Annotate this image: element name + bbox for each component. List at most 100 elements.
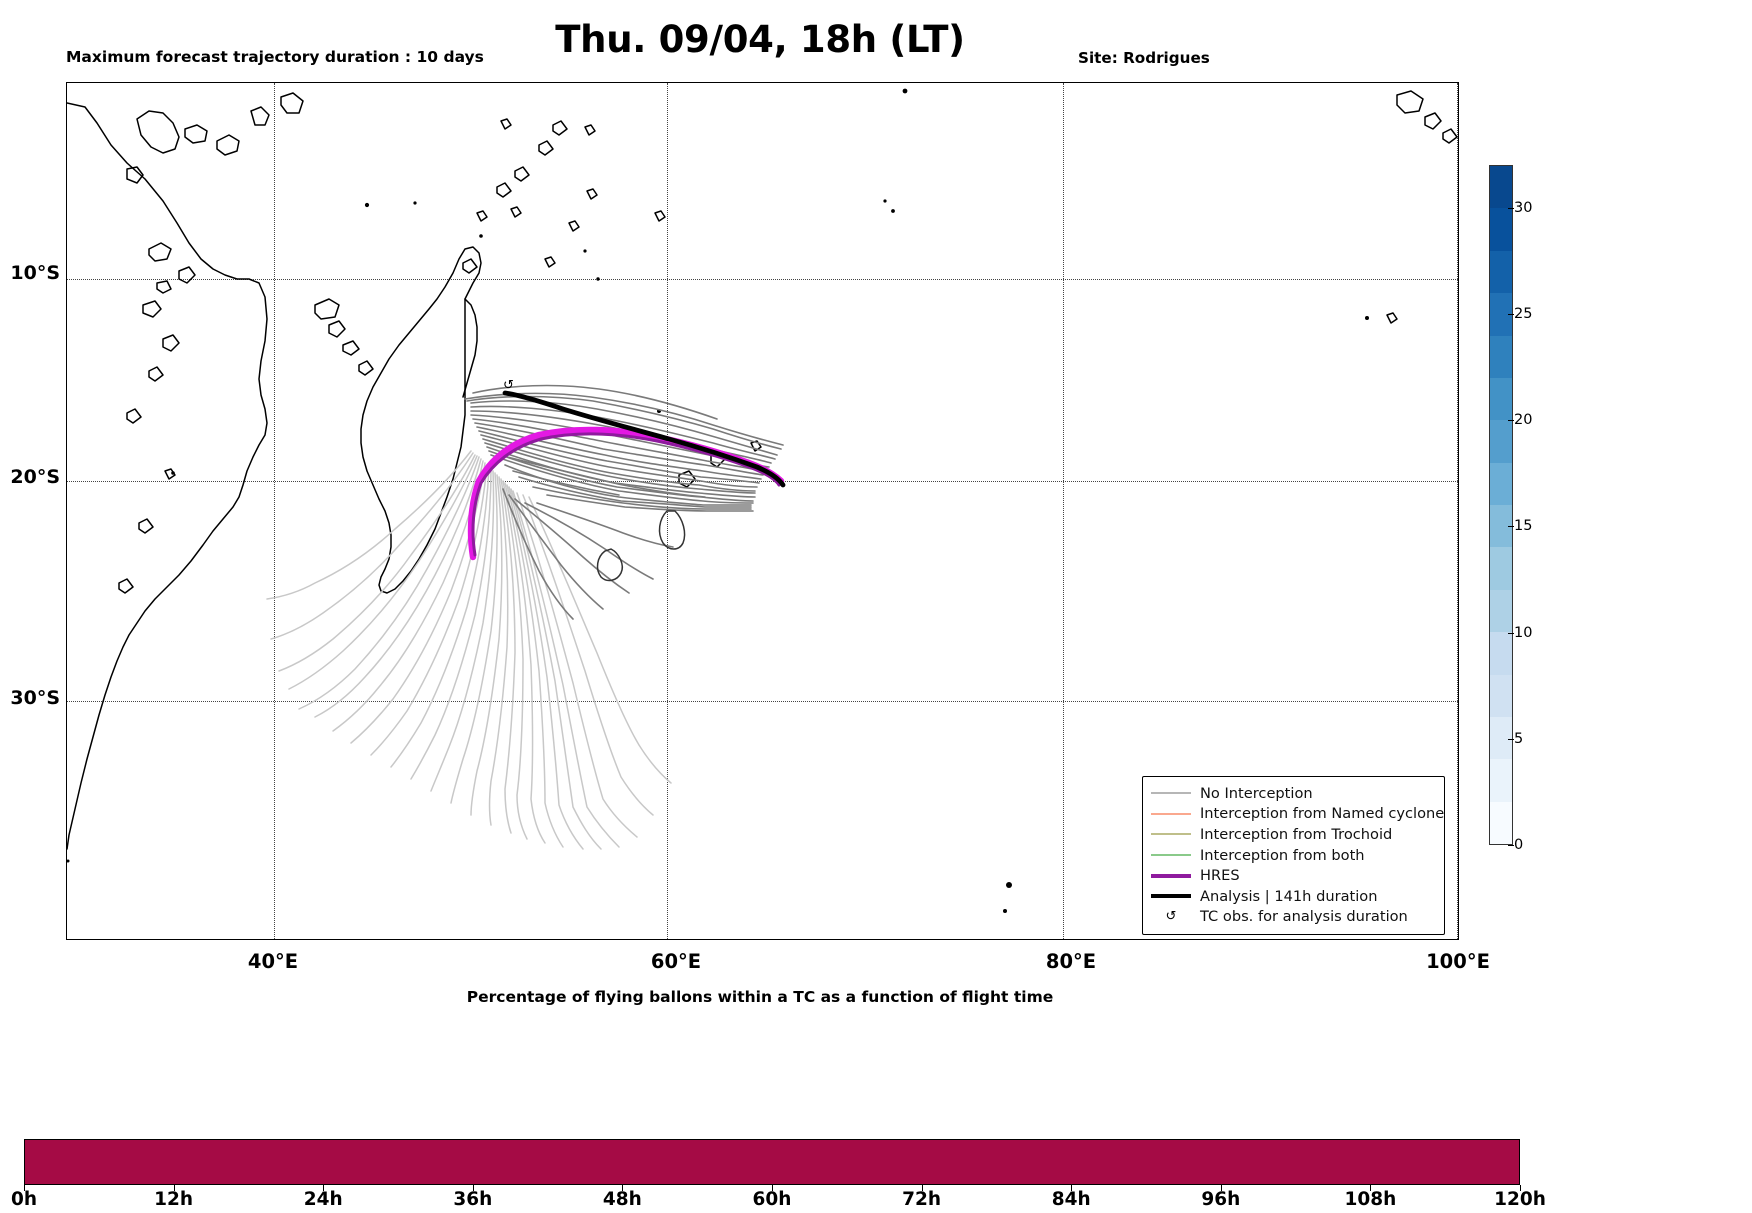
coastline-madagascar: [360, 246, 482, 594]
traj-dark-1: [470, 400, 778, 456]
percentage-bar-tick-label: 36h: [453, 1189, 493, 1210]
tc-obs-glyph-1: ↺: [503, 378, 514, 393]
traj-dark-21: [506, 456, 706, 498]
colorbar-segment: [1490, 420, 1512, 463]
traj-light-11: [488, 476, 509, 826]
traj-dark-28: [472, 384, 718, 420]
traj-dark-18: [518, 476, 752, 508]
colorbar-segment: [1490, 462, 1512, 505]
traj-light-6: [390, 466, 490, 768]
gridline-lon-80: [1063, 83, 1064, 939]
legend-label: No Interception: [1200, 784, 1313, 802]
colorbar[interactable]: 0 5 10 15 20 25 30: [1489, 165, 1532, 853]
island-mozambique-small-2: [162, 334, 180, 352]
xtick-label-60E: 60°E: [650, 950, 702, 973]
ytick-label-20S: 20°S: [10, 466, 60, 488]
island-comoros-2: [178, 266, 196, 284]
legend-swatch-line-icon: [1151, 827, 1191, 841]
island-mozambique-small-1: [142, 300, 162, 318]
xtick-label-80E: 80°E: [1045, 950, 1097, 973]
legend-item-hres[interactable]: HRES: [1151, 865, 1436, 886]
speck-11: [1006, 882, 1012, 888]
coastline-africa-inlet-5: [126, 166, 144, 184]
colorbar-segment: [1490, 716, 1512, 760]
island-comoros-cluster-2: [328, 320, 346, 338]
colorbar-segment: [1490, 166, 1512, 209]
percentage-bar-tick-mark: [1520, 1185, 1521, 1191]
traj-dark-25: [514, 498, 630, 594]
percentage-bar-tick-mark: [323, 1185, 325, 1191]
speck-10: [1365, 316, 1369, 320]
traj-dark-24: [524, 502, 654, 580]
colorbar-tick-label: 25: [1507, 305, 1533, 322]
colorbar-segment: [1490, 208, 1512, 251]
percentage-bar-tick-mark: [1071, 1185, 1073, 1191]
traj-dark-9: [480, 434, 758, 488]
traj-light-25: [266, 450, 472, 600]
percentage-bar-tick-mark: [1220, 1185, 1222, 1191]
percentage-bar-tick-label: 24h: [303, 1189, 343, 1210]
legend-item-trochoid[interactable]: Interception from Trochoid: [1151, 824, 1436, 845]
traj-dark-16: [490, 454, 754, 504]
header-line-max-duration: Maximum forecast trajectory duration : 1…: [66, 47, 484, 66]
traj-light-8: [430, 470, 495, 792]
xtick-label-40E: 40°E: [247, 950, 299, 973]
colorbar-gradient: [1489, 165, 1513, 845]
traj-light-23: [522, 494, 654, 816]
traj-dark-5: [472, 418, 766, 472]
traj-dark-22: [512, 470, 620, 496]
traj-dark-27: [502, 488, 574, 620]
colorbar-segment: [1490, 759, 1512, 802]
percentage-bar-tick-label: 12h: [154, 1189, 194, 1210]
percentage-bar-tick-label: 96h: [1201, 1189, 1241, 1210]
map-graphics: ↺: [67, 88, 1458, 913]
legend-item-both[interactable]: Interception from both: [1151, 845, 1436, 866]
gridline-lat-30S: [67, 701, 1458, 702]
traj-light-21: [512, 490, 620, 848]
traj-dark-23: [536, 502, 674, 548]
page-title: Thu. 09/04, 18h (LT): [555, 18, 965, 61]
island-seychelles-4: [552, 120, 568, 136]
ensemble-trajectories-dark: [464, 384, 784, 620]
legend-item-tc-obs[interactable]: ↺ TC obs. for analysis duration: [1151, 907, 1436, 928]
percentage-bar-tick-mark: [173, 1185, 175, 1191]
percentage-bar-tick-mark: [1370, 1185, 1372, 1191]
traj-light-7: [410, 468, 492, 780]
speck-5: [596, 277, 600, 281]
colorbar-tick-label: 20: [1507, 412, 1533, 428]
speck-14: [67, 859, 70, 863]
traj-dark-2: [470, 405, 776, 460]
percentage-bar-tick-label: 0h: [10, 1189, 38, 1210]
colorbar-tick-label: 10: [1507, 624, 1533, 641]
legend-swatch-line-icon: [1151, 848, 1191, 862]
legend-item-analysis[interactable]: Analysis | 141h duration: [1151, 886, 1436, 907]
island-comoros-cluster-3: [342, 340, 360, 356]
percentage-bar-axes[interactable]: [24, 1139, 1520, 1185]
legend-item-no-interception[interactable]: No Interception: [1151, 783, 1436, 804]
percentage-bar-tick-mark: [622, 1185, 624, 1191]
map-legend[interactable]: No Interception Interception from Named …: [1142, 776, 1445, 936]
legend-swatch-line-icon: [1151, 786, 1191, 800]
island-far-east-1: [1396, 90, 1424, 114]
percentage-bar-tick-label: 48h: [602, 1189, 642, 1210]
colorbar-tick-label: 0: [1507, 837, 1524, 853]
percentage-bar-tick-label: 60h: [752, 1189, 792, 1210]
ytick-label-30S: 30°S: [10, 687, 60, 709]
island-reunion: [678, 470, 696, 488]
analysis-track-layer: [502, 390, 786, 488]
speck-8: [891, 209, 895, 213]
ensemble-trajectories-light: [266, 450, 672, 850]
island-far-east-4: [1386, 312, 1398, 324]
traj-light-14: [270, 452, 474, 640]
colorbar-segment: [1490, 335, 1512, 378]
percentage-bar-fill: [25, 1140, 1519, 1184]
cyclone-loop-features: [596, 510, 686, 582]
speck-9: [883, 199, 887, 203]
gridline-lat-20S: [67, 481, 1458, 482]
colorbar-title: Named cyclones forecast - Number of GEFS…: [1610, 165, 1752, 845]
legend-item-named-cyclone[interactable]: Interception from Named cyclone: [1151, 804, 1444, 825]
island-small-ne-6: [500, 118, 512, 130]
island-seychelles-1: [496, 182, 512, 198]
island-comoros-cluster-4: [358, 360, 374, 376]
